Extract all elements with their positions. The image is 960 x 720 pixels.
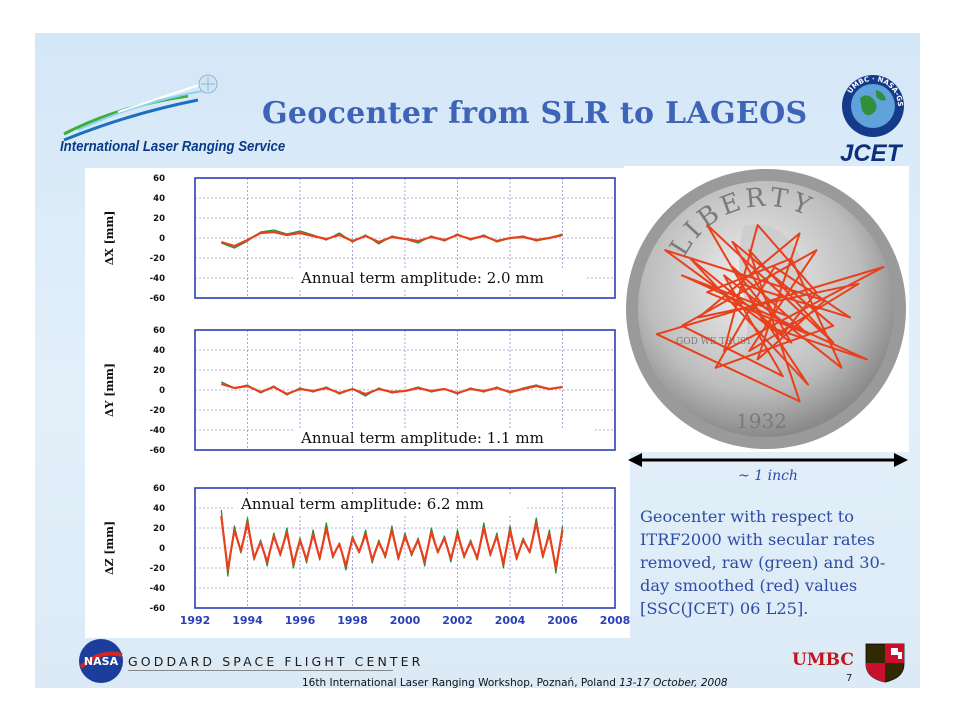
y-tick-label: -20 <box>150 406 165 416</box>
series-line-raw <box>221 381 563 397</box>
x-tick-label: 1994 <box>232 614 263 627</box>
y-axis-label: ΔX [mm] <box>103 211 116 266</box>
y-tick-label: -60 <box>150 604 165 614</box>
y-tick-label: -20 <box>150 564 165 574</box>
jcet-globe-logo-icon: UMBC · NASA-GSFC <box>838 72 904 137</box>
umbc-label: UMBC <box>792 650 854 670</box>
x-tick-label: 2008 <box>600 614 630 627</box>
y-tick-label: 60 <box>153 326 165 336</box>
y-axis-label: ΔY [mm] <box>103 363 116 417</box>
time-series-chart: 60 40 20 0 -20 -40 -60 ΔX [mm] Annual term ampli… <box>103 174 630 627</box>
trajectory-layer <box>655 224 885 403</box>
x-tick-label: 2004 <box>495 614 526 627</box>
workshop-dates: 13-17 October, 2008 <box>619 677 728 689</box>
caption-text: Geocenter with respect to ITRF2000 with … <box>640 507 886 618</box>
x-tick-label: 2006 <box>547 614 578 627</box>
quarter-coin-image: LIBERTY GOD WE TRUST 1932 <box>626 169 906 449</box>
y-tick-label: -60 <box>150 294 165 304</box>
jcet-name: JCET <box>840 140 902 167</box>
workshop-text: 16th International Laser Ranging Worksho… <box>302 677 728 689</box>
page-number: 7 <box>846 673 853 684</box>
panel-1: 60 40 20 0 -20 -40 -60 ΔX [mm] Annual term ampli… <box>103 174 616 304</box>
x-tick-label: 1998 <box>337 614 368 627</box>
x-tick-label: 2002 <box>442 614 473 627</box>
ilrs-name: International Laser Ranging Service <box>60 138 286 155</box>
y-tick-label: 0 <box>159 544 165 554</box>
maryland-shield-icon <box>865 643 905 683</box>
plot-frame <box>194 487 616 609</box>
y-tick-label: -40 <box>150 426 165 436</box>
y-axis-label: ΔZ [mm] <box>103 521 116 575</box>
series-line-smoothed <box>220 382 563 396</box>
slide-title: Geocenter from SLR to LAGEOS <box>262 96 808 131</box>
nasa-logo-text: NASA <box>84 655 119 668</box>
y-tick-label: 0 <box>159 234 165 244</box>
panel-3: 60 40 20 0 -20 -40 -60 ΔZ [mm] Annual term ampli… <box>103 484 630 627</box>
y-tick-label: -40 <box>150 274 165 284</box>
annual-term-annotation: Annual term amplitude: 2.0 mm <box>300 269 544 287</box>
coin-year-text: 1932 <box>736 409 787 433</box>
annotation-background <box>295 428 595 448</box>
y-tick-label: 0 <box>159 386 165 396</box>
series-line-smoothed <box>220 230 563 248</box>
y-tick-label: -60 <box>150 446 165 456</box>
annual-term-annotation: Annual term amplitude: 1.1 mm <box>300 429 544 447</box>
y-tick-label: 20 <box>153 524 165 534</box>
plot-frame <box>194 329 616 451</box>
ilrs-logo-icon <box>63 74 218 142</box>
series-line-smoothed <box>220 515 564 572</box>
x-tick-label: 2000 <box>390 614 421 627</box>
plot-frame <box>194 177 616 299</box>
y-tick-label: 40 <box>153 346 165 356</box>
nasa-logo-icon: NASA <box>79 639 123 683</box>
gsfc-label: GODDARD SPACE FLIGHT CENTER <box>128 654 424 669</box>
one-inch-label: ~ 1 inch <box>738 468 798 484</box>
footer-divider <box>128 670 393 671</box>
annotation-background <box>235 494 525 514</box>
y-tick-label: 20 <box>153 366 165 376</box>
geocenter-trajectory-line <box>655 224 885 403</box>
coin-panel: LIBERTY GOD WE TRUST 1932 <box>624 166 909 452</box>
geocenter-time-series-panel: 60 40 20 0 -20 -40 -60 ΔX [mm] Annual term ampli… <box>85 168 630 638</box>
x-tick-label: 1996 <box>285 614 316 627</box>
y-tick-label: 20 <box>153 214 165 224</box>
y-tick-label: 40 <box>153 194 165 204</box>
y-tick-label: -20 <box>150 254 165 264</box>
x-tick-label: 1992 <box>180 614 211 627</box>
one-inch-scale-arrow <box>628 453 908 467</box>
y-tick-label: -40 <box>150 584 165 594</box>
workshop-name: 16th International Laser Ranging Worksho… <box>302 677 620 689</box>
y-tick-label: 40 <box>153 504 165 514</box>
panel-2: 60 40 20 0 -20 -40 -60 ΔY [mm] Annual term ampli… <box>103 326 616 456</box>
y-tick-label: 60 <box>153 484 165 494</box>
y-tick-label: 60 <box>153 174 165 184</box>
annual-term-annotation: Annual term amplitude: 6.2 mm <box>240 495 484 513</box>
annotation-background <box>295 268 585 288</box>
